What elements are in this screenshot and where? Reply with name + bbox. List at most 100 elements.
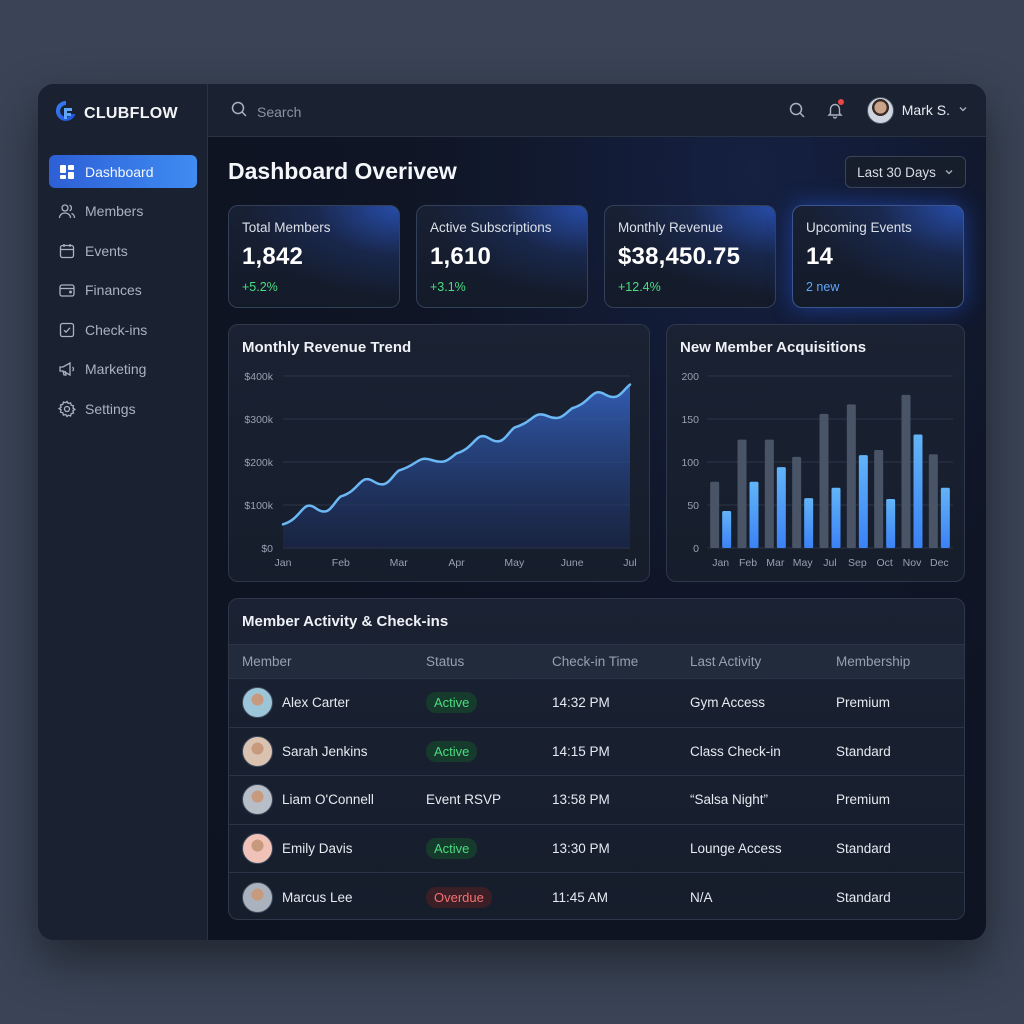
member-avatar xyxy=(242,784,273,816)
chevron-down-icon xyxy=(944,165,954,180)
member-name: Sarah Jenkins xyxy=(282,743,368,759)
svg-text:$300k: $300k xyxy=(244,414,273,426)
search-box[interactable] xyxy=(230,100,457,123)
status-badge: Event RSVP xyxy=(426,792,502,808)
checkin-time: 14:32 PM xyxy=(552,695,610,711)
svg-text:Jan: Jan xyxy=(712,557,729,569)
users-icon xyxy=(58,202,76,220)
stat-delta: +3.1% xyxy=(430,280,466,294)
sidebar-item-events[interactable]: Events xyxy=(49,234,197,267)
stat-label: Total Members xyxy=(242,220,331,235)
member-activity-panel: Member Activity & Check-ins Member Statu… xyxy=(228,598,965,920)
search-input[interactable] xyxy=(257,103,457,120)
svg-text:Sep: Sep xyxy=(848,557,867,569)
table-row[interactable]: Emily Davis Active 13:30 PM Lounge Acces… xyxy=(229,825,964,873)
member-cell: Liam O'Connell xyxy=(229,784,426,816)
sidebar-item-label: Events xyxy=(85,242,128,259)
main-content: Mark S. Dashboard Overivew Last 30 Days … xyxy=(208,84,986,940)
notifications-button[interactable] xyxy=(821,96,849,124)
member-avatar xyxy=(242,881,273,913)
table-row[interactable]: Alex Carter Active 14:32 PM Gym Access P… xyxy=(229,679,964,728)
sidebar-item-label: Members xyxy=(85,203,144,219)
panel-title: New Member Acquisitions xyxy=(680,339,867,356)
stat-card-total-members[interactable]: Total Members 1,842 +5.2% xyxy=(228,205,400,308)
search-button[interactable] xyxy=(783,96,811,124)
dashboard-grid-icon xyxy=(58,163,76,181)
stat-cards: Total Members 1,842 +5.2% Active Subscri… xyxy=(228,205,964,308)
table-header: Member Status Check-in Time Last Activit… xyxy=(229,644,964,679)
acquisitions-bar-chart[interactable]: 0 50 100 150 200 Jan Feb Mar May Jul Sep Oct Nov Dec xyxy=(667,325,966,583)
member-cell: Emily Davis xyxy=(229,832,426,864)
sidebar-item-label: Finances xyxy=(85,282,142,298)
user-menu[interactable]: Mark S. xyxy=(866,96,968,124)
column-header-checkin-time[interactable]: Check-in Time xyxy=(552,654,639,669)
revenue-trend-panel: Monthly Revenue Trend $0 $100k $200k $300k $… xyxy=(228,324,650,582)
sidebar-item-members[interactable]: Members xyxy=(49,195,197,228)
megaphone-icon xyxy=(58,360,76,378)
stat-card-monthly-revenue[interactable]: Monthly Revenue $38,450.75 +12.4% xyxy=(604,205,776,308)
svg-text:May: May xyxy=(504,557,525,569)
date-range-select[interactable]: Last 30 Days xyxy=(845,156,966,188)
topbar: Mark S. xyxy=(208,84,986,137)
stat-delta: 2 new xyxy=(806,280,840,294)
status-badge: Active xyxy=(426,692,478,714)
page-title: Dashboard Overivew xyxy=(228,158,457,184)
table-body: Alex Carter Active 14:32 PM Gym Access P… xyxy=(229,679,964,919)
membership-tier: Standard xyxy=(836,840,891,856)
member-avatar xyxy=(242,687,273,719)
column-header-member[interactable]: Member xyxy=(242,654,292,669)
svg-text:Feb: Feb xyxy=(332,557,350,569)
status-cell: Active xyxy=(426,837,552,859)
svg-text:Dec: Dec xyxy=(930,557,949,569)
sidebar: CLUBFLOW Dashboard Members Events xyxy=(38,84,208,940)
column-header-last-activity[interactable]: Last Activity xyxy=(690,654,762,669)
search-icon xyxy=(789,102,805,118)
status-cell: Active xyxy=(426,692,552,714)
svg-text:150: 150 xyxy=(681,414,699,426)
svg-text:$100k: $100k xyxy=(244,500,273,512)
sidebar-item-marketing[interactable]: Marketing xyxy=(49,353,197,386)
checkin-time: 11:45 AM xyxy=(552,889,609,905)
bell-icon xyxy=(827,103,843,119)
svg-text:100: 100 xyxy=(681,457,699,469)
sidebar-item-settings[interactable]: Settings xyxy=(49,392,197,425)
sidebar-item-finances[interactable]: Finances xyxy=(49,274,197,307)
brand[interactable]: CLUBFLOW xyxy=(54,99,178,128)
membership-tier: Premium xyxy=(836,695,891,711)
acquisitions-panel: New Member Acquisitions 0 50 100 150 200 Jan F… xyxy=(666,324,965,582)
table-row[interactable]: Sarah Jenkins Active 14:15 PM Class Chec… xyxy=(229,728,964,776)
stat-card-active-subscriptions[interactable]: Active Subscriptions 1,610 +3.1% xyxy=(416,205,588,308)
column-header-status[interactable]: Status xyxy=(426,654,465,669)
stat-value: 1,610 xyxy=(430,243,492,270)
svg-text:0: 0 xyxy=(693,543,699,555)
sidebar-item-label: Dashboard xyxy=(85,163,154,180)
sidebar-item-label: Marketing xyxy=(85,361,147,377)
svg-text:Mar: Mar xyxy=(766,557,785,569)
column-header-membership[interactable]: Membership xyxy=(836,654,911,669)
svg-text:200: 200 xyxy=(681,371,699,383)
member-name: Emily Davis xyxy=(282,840,353,856)
svg-text:$400k: $400k xyxy=(244,371,273,383)
svg-text:May: May xyxy=(793,557,814,569)
table-row[interactable]: Marcus Lee Overdue 11:45 AM N/A Standard xyxy=(229,873,964,919)
svg-text:Jul: Jul xyxy=(823,557,836,569)
sidebar-item-label: Settings xyxy=(85,400,136,417)
stat-card-upcoming-events[interactable]: Upcoming Events 14 2 new xyxy=(792,205,964,308)
sidebar-item-dashboard[interactable]: Dashboard xyxy=(49,155,197,188)
stat-value: $38,450.75 xyxy=(618,243,741,270)
sidebar-item-check-ins[interactable]: Check-ins xyxy=(49,313,197,346)
chevron-down-icon xyxy=(958,101,968,119)
member-cell: Sarah Jenkins xyxy=(229,735,426,767)
date-range-value: Last 30 Days xyxy=(857,164,936,180)
membership-tier: Standard xyxy=(836,889,891,905)
svg-text:June: June xyxy=(561,557,584,569)
last-activity: Gym Access xyxy=(690,695,766,711)
revenue-area-chart[interactable]: $0 $100k $200k $300k $400k Jan Feb Mar Apr May Jun… xyxy=(229,325,651,583)
wallet-icon xyxy=(58,281,76,299)
status-cell: Event RSVP xyxy=(426,792,552,807)
sidebar-nav: Dashboard Members Events Finances xyxy=(49,155,197,432)
table-row[interactable]: Liam O'Connell Event RSVP 13:58 PM “Sals… xyxy=(229,776,964,825)
panel-title: Monthly Revenue Trend xyxy=(242,339,412,356)
svg-text:Jul: Jul xyxy=(623,557,636,569)
member-cell: Marcus Lee xyxy=(229,881,426,913)
